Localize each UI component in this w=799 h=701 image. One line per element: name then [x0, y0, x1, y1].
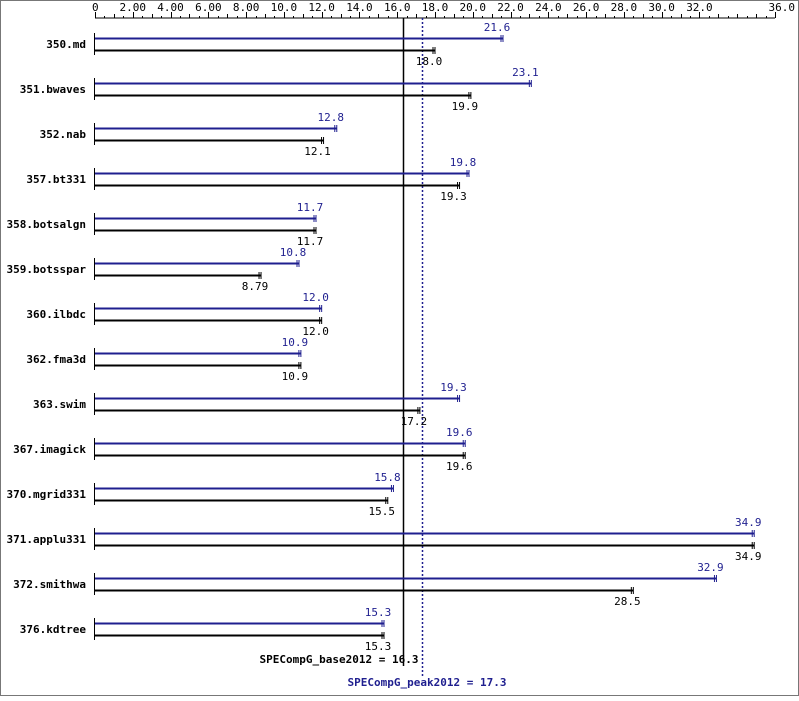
x-axis-tick-label: 2.00	[120, 1, 147, 14]
base-value-label: 19.3	[440, 190, 467, 203]
x-axis-tick-label: 36.0	[769, 1, 796, 14]
x-axis-tick-label: 28.0	[611, 1, 638, 14]
peak-value-label: 15.3	[365, 606, 392, 619]
x-axis-tick-label: 32.0	[686, 1, 713, 14]
category-label: 352.nab	[40, 128, 87, 141]
base-value-label: 15.5	[369, 505, 396, 518]
category-label: 357.bt331	[26, 173, 86, 186]
x-axis-tick-label: 18.0	[422, 1, 449, 14]
category-label: 370.mgrid331	[7, 488, 87, 501]
category-label: 351.bwaves	[20, 83, 86, 96]
category-label: 367.imagick	[13, 443, 86, 456]
base-reference-label: SPECompG_base2012 = 16.3	[260, 653, 419, 666]
base-value-label: 12.0	[302, 325, 329, 338]
peak-value-label: 34.9	[735, 516, 762, 529]
category-label: 371.applu331	[7, 533, 87, 546]
x-axis-tick-label: 8.00	[233, 1, 260, 14]
category-label: 359.botsspar	[7, 263, 87, 276]
x-axis-tick-label: 4.00	[157, 1, 184, 14]
base-value-label: 12.1	[304, 145, 331, 158]
base-value-label: 19.9	[452, 100, 479, 113]
x-axis-tick-label: 26.0	[573, 1, 600, 14]
peak-value-label: 23.1	[512, 66, 539, 79]
base-value-label: 15.3	[365, 640, 392, 653]
x-axis-tick-label: 16.0	[384, 1, 411, 14]
x-axis-tick-label: 30.0	[648, 1, 675, 14]
category-label: 362.fma3d	[26, 353, 86, 366]
peak-value-label: 11.7	[297, 201, 324, 214]
base-value-label: 8.79	[242, 280, 269, 293]
category-label: 350.md	[46, 38, 86, 51]
x-axis-tick-label: 14.0	[346, 1, 373, 14]
x-axis-tick-label: 0	[92, 1, 99, 14]
peak-value-label: 19.3	[440, 381, 467, 394]
peak-reference-label: SPECompG_peak2012 = 17.3	[348, 676, 507, 689]
peak-value-label: 21.6	[484, 21, 511, 34]
base-value-label: 10.9	[282, 370, 309, 383]
x-axis-tick-label: 20.0	[460, 1, 487, 14]
peak-value-label: 12.8	[318, 111, 345, 124]
x-axis-tick-label: 22.0	[497, 1, 524, 14]
base-value-label: 28.5	[614, 595, 641, 608]
base-value-label: 17.2	[401, 415, 428, 428]
x-axis-tick-label: 24.0	[535, 1, 562, 14]
base-value-label: 19.6	[446, 460, 473, 473]
category-label: 360.ilbdc	[26, 308, 86, 321]
category-label: 363.swim	[33, 398, 86, 411]
peak-value-label: 15.8	[374, 471, 401, 484]
x-axis-tick-label: 10.0	[271, 1, 298, 14]
x-axis-tick-label: 12.0	[308, 1, 335, 14]
peak-value-label: 10.8	[280, 246, 307, 259]
x-axis-tick-label: 6.00	[195, 1, 222, 14]
base-value-label: 18.0	[416, 55, 443, 68]
base-value-label: 11.7	[297, 235, 324, 248]
category-label: 372.smithwa	[13, 578, 86, 591]
peak-value-label: 19.6	[446, 426, 473, 439]
peak-value-label: 12.0	[302, 291, 329, 304]
category-label: 376.kdtree	[20, 623, 87, 636]
peak-value-label: 19.8	[450, 156, 477, 169]
peak-value-label: 10.9	[282, 336, 309, 349]
peak-value-label: 32.9	[697, 561, 724, 574]
base-value-label: 34.9	[735, 550, 762, 563]
category-label: 358.botsalgn	[7, 218, 86, 231]
